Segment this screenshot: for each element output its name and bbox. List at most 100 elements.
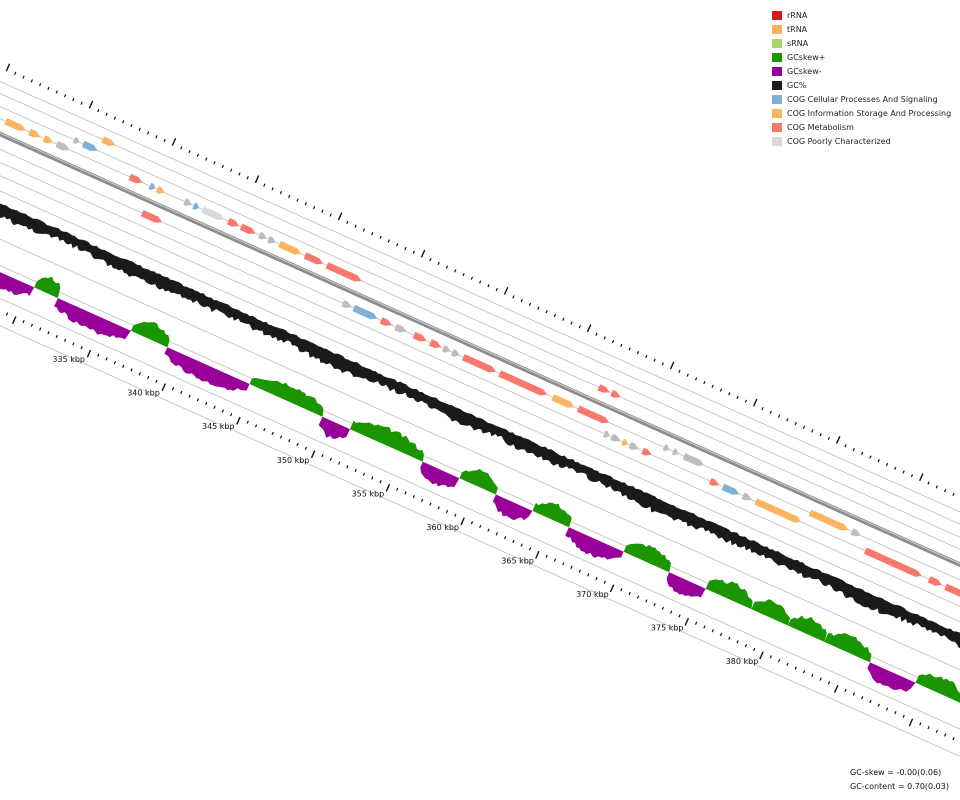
outer-minor-tick [196,153,200,157]
outer-minor-tick [437,261,440,265]
inner-minor-tick [346,465,349,469]
legend-item-rrna: rRNA [772,8,951,22]
legend-item-gcskew-plus: GCskew+ [772,50,951,64]
outer-minor-tick [553,313,557,318]
gc-skew-negative [565,527,624,560]
gene-arrow [610,389,621,398]
inner-minor-tick [329,457,332,462]
gc-skew-positive [349,420,424,462]
outer-minor-tick [221,164,224,169]
gene-arrow [192,202,200,210]
inner-minor-tick [205,401,208,406]
inner-minor-tick [628,591,631,596]
inner-minor-tick [337,461,341,465]
outer-minor-tick [479,280,482,284]
guide-line [0,106,960,538]
gene-arrow [808,509,849,531]
inner-minor-tick [952,737,955,741]
outer-minor-tick [321,209,324,213]
inner-minor-tick [146,375,150,380]
outer-minor-tick [728,392,731,396]
backbone-highlight [0,132,960,565]
guide-line [0,265,960,697]
inner-minor-tick [703,625,706,629]
inner-minor-tick [844,688,847,692]
guide-line [0,80,960,513]
outer-minor-tick [935,485,939,489]
gene-arrow [28,128,41,138]
outer-major-tick [669,361,675,370]
inner-minor-tick [670,610,673,614]
outer-minor-tick [869,455,872,459]
inner-minor-tick [288,439,291,443]
gene-arrow [4,118,26,131]
inner-minor-tick [753,647,756,651]
outer-minor-tick [844,444,847,448]
inner-minor-tick [811,673,814,678]
inner-minor-tick [72,342,75,346]
gc-skew-positive [249,377,324,417]
inner-minor-tick [935,729,939,733]
gene-arrow [576,405,610,424]
outer-minor-tick [603,336,606,340]
outer-minor-tick [894,466,897,470]
legend-item-cog-metabolism: COG Metabolism [772,120,951,134]
gene-arrow [641,447,652,456]
gene-arrow [341,300,352,308]
gene-arrow [394,323,407,333]
ruler-tick-label: 380 kbp [726,657,759,666]
inner-major-tick [759,651,764,660]
outer-minor-tick [180,146,183,150]
inner-major-tick [460,517,465,526]
legend-item-cog-information: COG Information Storage And Processing [772,106,951,120]
gc-skew-stat: GC-skew = -0.00(0.06) [850,768,942,777]
inner-minor-tick [927,725,930,730]
outer-major-tick [586,324,592,333]
gene-arrow [450,349,460,357]
gene-arrow [81,140,98,152]
inner-minor-tick [603,580,606,584]
inner-minor-tick [22,319,25,324]
inner-minor-tick [578,569,582,573]
inner-minor-tick [570,565,573,570]
gc-skew-positive [34,276,61,299]
outer-minor-tick [744,399,748,403]
gene-arrow [258,231,267,240]
gene-arrow [201,206,225,221]
outer-minor-tick [620,343,623,347]
inner-minor-tick [412,495,415,499]
guide-line [0,238,960,671]
outer-minor-tick [686,373,689,377]
inner-minor-tick [827,681,831,685]
outer-minor-tick [769,410,772,414]
outer-minor-tick [454,269,457,273]
gene-arrow [128,173,143,184]
inner-minor-tick [777,658,781,663]
inner-minor-tick [420,498,424,502]
gene-arrow [441,345,451,353]
gene-arrow [927,576,942,586]
gene-arrow [754,498,802,523]
gc-skew-positive [751,599,791,626]
guide-line [0,325,960,757]
gene-arrow [944,583,960,597]
outer-minor-tick [238,172,241,176]
outer-minor-tick [63,94,67,98]
gene-arrow [461,354,497,373]
ruler-tick-label: 355 kbp [352,489,385,498]
inner-minor-tick [562,562,565,566]
gene-arrow [267,236,276,244]
inner-minor-tick [744,644,748,648]
outer-minor-tick [354,224,357,228]
outer-minor-tick [279,191,283,195]
outer-minor-tick [653,358,656,362]
outer-major-tick [503,286,509,295]
inner-major-tick [385,483,391,492]
gc-skew-negative [54,298,131,340]
inner-minor-tick [711,629,714,633]
outer-minor-tick [562,317,565,321]
inner-minor-tick [437,506,440,510]
outer-major-tick [752,398,758,407]
outer-minor-tick [14,71,17,76]
inner-minor-tick [694,621,698,625]
